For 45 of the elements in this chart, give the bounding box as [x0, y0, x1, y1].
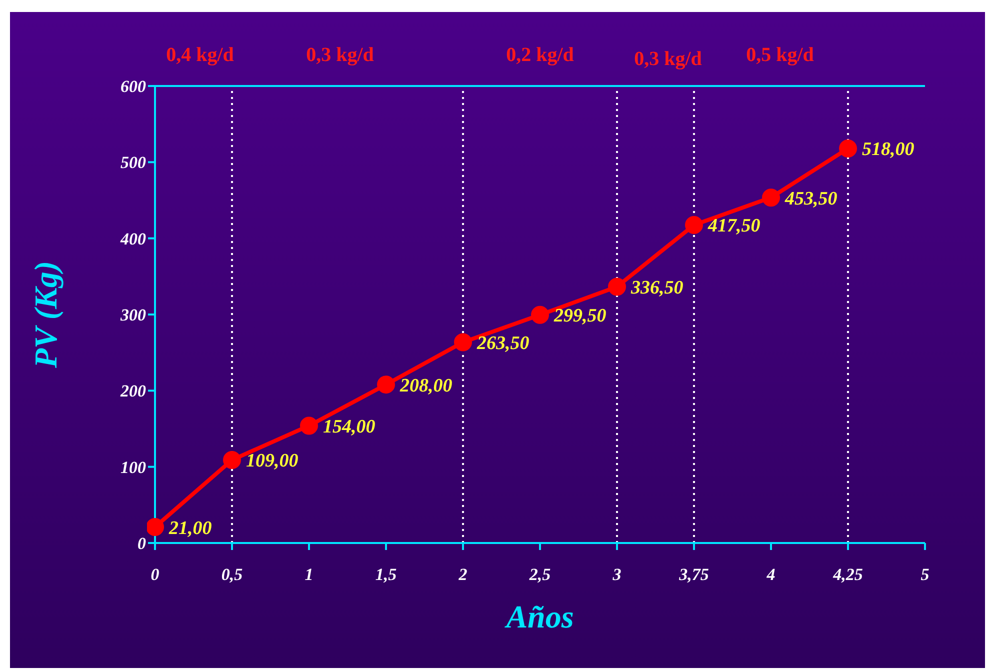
- data-label: 417,50: [707, 216, 761, 237]
- data-label: 518,00: [862, 139, 915, 160]
- x-tick-label: 1: [304, 565, 314, 584]
- point: [839, 139, 857, 158]
- point: [377, 376, 395, 394]
- x-tick-label: 1,5: [375, 565, 398, 584]
- data-label: 21,00: [168, 518, 212, 539]
- point: [300, 416, 318, 435]
- x-tick-label: 3: [612, 565, 622, 584]
- x-tick-label: 4,25: [832, 565, 864, 584]
- x-axis-title: Años: [504, 598, 574, 635]
- point: [608, 278, 626, 296]
- y-tick-label: 200: [120, 382, 146, 401]
- x-tick-label: 0: [150, 565, 160, 584]
- point: [531, 306, 549, 324]
- y-axis-title: PV (Kg): [27, 261, 64, 369]
- x-tick-label: 2: [458, 565, 468, 584]
- y-tick-label: 500: [120, 153, 146, 172]
- x-tick-label: 5: [920, 565, 930, 584]
- text: 0,4 kg/d: [165, 44, 235, 67]
- y-tick-label: 600: [120, 77, 146, 96]
- point: [762, 188, 780, 207]
- data-label: 299,50: [553, 306, 607, 327]
- text: 0,2 kg/d: [505, 44, 575, 67]
- point: [223, 450, 241, 469]
- text: 0,3 kg/d: [633, 48, 703, 71]
- point: [685, 216, 703, 234]
- y-tick-label: 400: [120, 229, 146, 248]
- data-label: 109,00: [246, 450, 299, 472]
- data-label: 263,50: [476, 333, 530, 354]
- x-tick-label: 4: [766, 565, 776, 584]
- data-label: 453,50: [784, 188, 838, 210]
- y-tick-label: 0: [138, 534, 146, 554]
- text: 0,5 kg/d: [745, 44, 815, 67]
- data-label: 336,50: [630, 277, 684, 298]
- point: [147, 518, 164, 536]
- text: 0,3 kg/d: [305, 44, 375, 67]
- point: [454, 333, 472, 352]
- y-tick-label: 100: [120, 458, 146, 477]
- x-tick-label: 0,5: [221, 565, 244, 584]
- data-label: 208,00: [399, 375, 453, 396]
- y-tick-label: 300: [120, 306, 146, 325]
- x-tick-label: 3,75: [678, 565, 710, 584]
- data-label: 154,00: [323, 416, 376, 438]
- x-tick-label: 2,5: [528, 565, 552, 584]
